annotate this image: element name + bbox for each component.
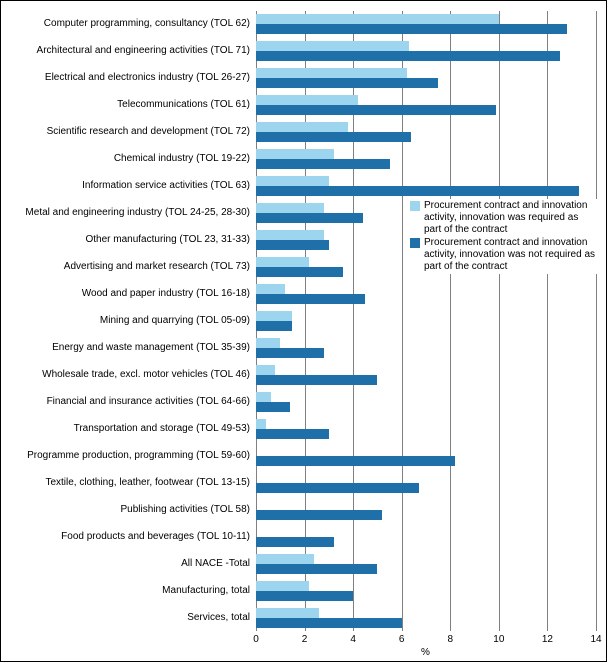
category-label: Chemical industry (TOL 19-22) xyxy=(114,153,252,164)
category-label: Telecommunications (TOL 61) xyxy=(117,99,252,110)
bar-not-required xyxy=(256,618,402,628)
category-label: Electrical and electronics industry (TOL… xyxy=(45,72,252,83)
category-label: Metal and engineering industry (TOL 24-2… xyxy=(25,207,252,218)
bar-not-required xyxy=(256,24,567,34)
bar-required xyxy=(256,311,292,321)
bar-required xyxy=(256,203,324,213)
bar-not-required xyxy=(256,375,377,385)
plot-area: 02468101214% xyxy=(256,11,596,631)
bar-required xyxy=(256,392,271,402)
bar-not-required xyxy=(256,321,292,331)
legend-label: Procurement contract and innovation acti… xyxy=(424,237,598,273)
legend-label: Procurement contract and innovation acti… xyxy=(424,200,598,236)
bar-required xyxy=(256,365,275,375)
bar-not-required xyxy=(256,456,455,466)
legend: Procurement contract and innovation acti… xyxy=(410,199,598,274)
bar-required xyxy=(256,338,280,348)
category-label: Scientific research and development (TOL… xyxy=(47,126,252,137)
bar-required xyxy=(256,149,334,159)
bar-required xyxy=(256,176,329,186)
x-tick-label: 4 xyxy=(350,634,356,645)
x-tick-label: 10 xyxy=(493,634,504,645)
category-label: Computer programming, consultancy (TOL 6… xyxy=(44,18,252,29)
bar-required xyxy=(256,122,348,132)
bar-not-required xyxy=(256,294,365,304)
bar-not-required xyxy=(256,240,329,250)
category-label: Information service activities (TOL 63) xyxy=(82,180,252,191)
bar-not-required xyxy=(256,537,334,547)
bar-required xyxy=(256,419,266,429)
bar-not-required xyxy=(256,105,496,115)
legend-swatch-icon xyxy=(410,201,420,211)
gridline xyxy=(499,11,500,631)
gridline xyxy=(402,11,403,631)
gridline xyxy=(547,11,548,631)
legend-item: Procurement contract and innovation acti… xyxy=(410,237,598,273)
gridline xyxy=(596,11,597,631)
bar-chart: 02468101214% Procurement contract and in… xyxy=(0,0,607,662)
x-tick-label: 6 xyxy=(399,634,405,645)
bar-not-required xyxy=(256,267,343,277)
category-label: Architectural and engineering activities… xyxy=(37,45,252,56)
bar-required xyxy=(256,554,314,564)
bar-required xyxy=(256,41,409,51)
category-label: Manufacturing, total xyxy=(162,585,252,596)
bar-required xyxy=(256,14,499,24)
category-label: Other manufacturing (TOL 23, 31-33) xyxy=(85,234,252,245)
category-label: Wood and paper industry (TOL 16-18) xyxy=(82,288,252,299)
category-label: Mining and quarrying (TOL 05-09) xyxy=(100,315,252,326)
bar-required xyxy=(256,230,324,240)
category-label: Services, total xyxy=(187,612,252,623)
category-label: Food products and beverages (TOL 10-11) xyxy=(61,531,252,542)
x-tick-label: 2 xyxy=(302,634,308,645)
category-label: Publishing activities (TOL 58) xyxy=(120,504,252,515)
x-tick-label: 14 xyxy=(590,634,601,645)
bar-required xyxy=(256,284,285,294)
bar-not-required xyxy=(256,483,419,493)
category-label: Advertising and market research (TOL 73) xyxy=(64,261,252,272)
x-tick-label: 0 xyxy=(253,634,259,645)
gridline xyxy=(450,11,451,631)
x-tick-label: 12 xyxy=(542,634,553,645)
bar-not-required xyxy=(256,429,329,439)
category-label: Wholesale trade, excl. motor vehicles (T… xyxy=(42,369,252,380)
bar-not-required xyxy=(256,186,579,196)
bar-not-required xyxy=(256,132,411,142)
legend-swatch-icon xyxy=(410,238,420,248)
category-label: Energy and waste management (TOL 35-39) xyxy=(52,342,252,353)
bar-not-required xyxy=(256,564,377,574)
category-label: Programme production, programming (TOL 5… xyxy=(27,450,252,461)
bar-not-required xyxy=(256,213,363,223)
bar-not-required xyxy=(256,402,290,412)
category-label: All NACE -Total xyxy=(181,558,252,569)
bar-required xyxy=(256,608,319,618)
bar-not-required xyxy=(256,78,438,88)
bar-required xyxy=(256,95,358,105)
category-label: Financial and insurance activities (TOL … xyxy=(47,396,252,407)
bar-not-required xyxy=(256,348,324,358)
bar-not-required xyxy=(256,510,382,520)
x-axis-title: % xyxy=(421,647,430,658)
category-label: Textile, clothing, leather, footwear (TO… xyxy=(45,477,252,488)
bar-not-required xyxy=(256,591,353,601)
bar-not-required xyxy=(256,51,560,61)
bar-required xyxy=(256,68,407,78)
legend-item: Procurement contract and innovation acti… xyxy=(410,200,598,236)
bar-not-required xyxy=(256,159,390,169)
bar-required xyxy=(256,581,309,591)
category-label: Transportation and storage (TOL 49-53) xyxy=(74,423,252,434)
x-tick-label: 8 xyxy=(448,634,454,645)
bar-required xyxy=(256,257,309,267)
